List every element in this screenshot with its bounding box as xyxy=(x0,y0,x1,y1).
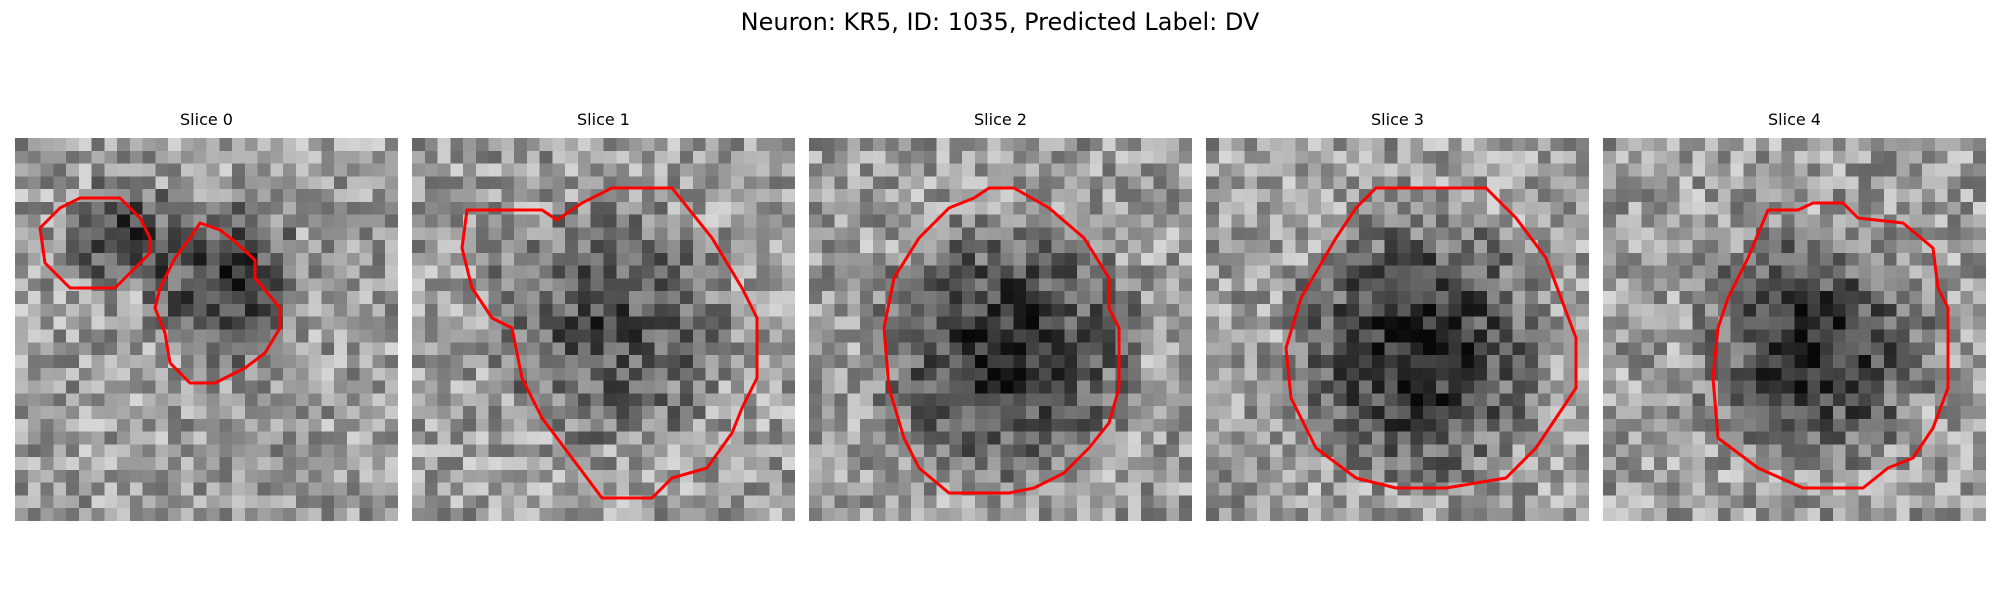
figure-title: Neuron: KR5, ID: 1035, Predicted Label: … xyxy=(740,8,1260,36)
slice-panel-0: Slice 0 xyxy=(15,110,398,521)
slice-image-4 xyxy=(1603,138,1986,521)
slice-title-3: Slice 3 xyxy=(1371,110,1424,129)
slice-title-2: Slice 2 xyxy=(974,110,1027,129)
slice-image-0 xyxy=(15,138,398,521)
slice-image-1 xyxy=(412,138,795,521)
slice-title-4: Slice 4 xyxy=(1768,110,1821,129)
slice-image-3 xyxy=(1206,138,1589,521)
slice-panel-1: Slice 1 xyxy=(412,110,795,521)
slice-panel-2: Slice 2 xyxy=(809,110,1192,521)
slice-panel-4: Slice 4 xyxy=(1603,110,1986,521)
slice-image-2 xyxy=(809,138,1192,521)
slice-title-0: Slice 0 xyxy=(180,110,233,129)
slice-title-1: Slice 1 xyxy=(577,110,630,129)
slice-panel-3: Slice 3 xyxy=(1206,110,1589,521)
